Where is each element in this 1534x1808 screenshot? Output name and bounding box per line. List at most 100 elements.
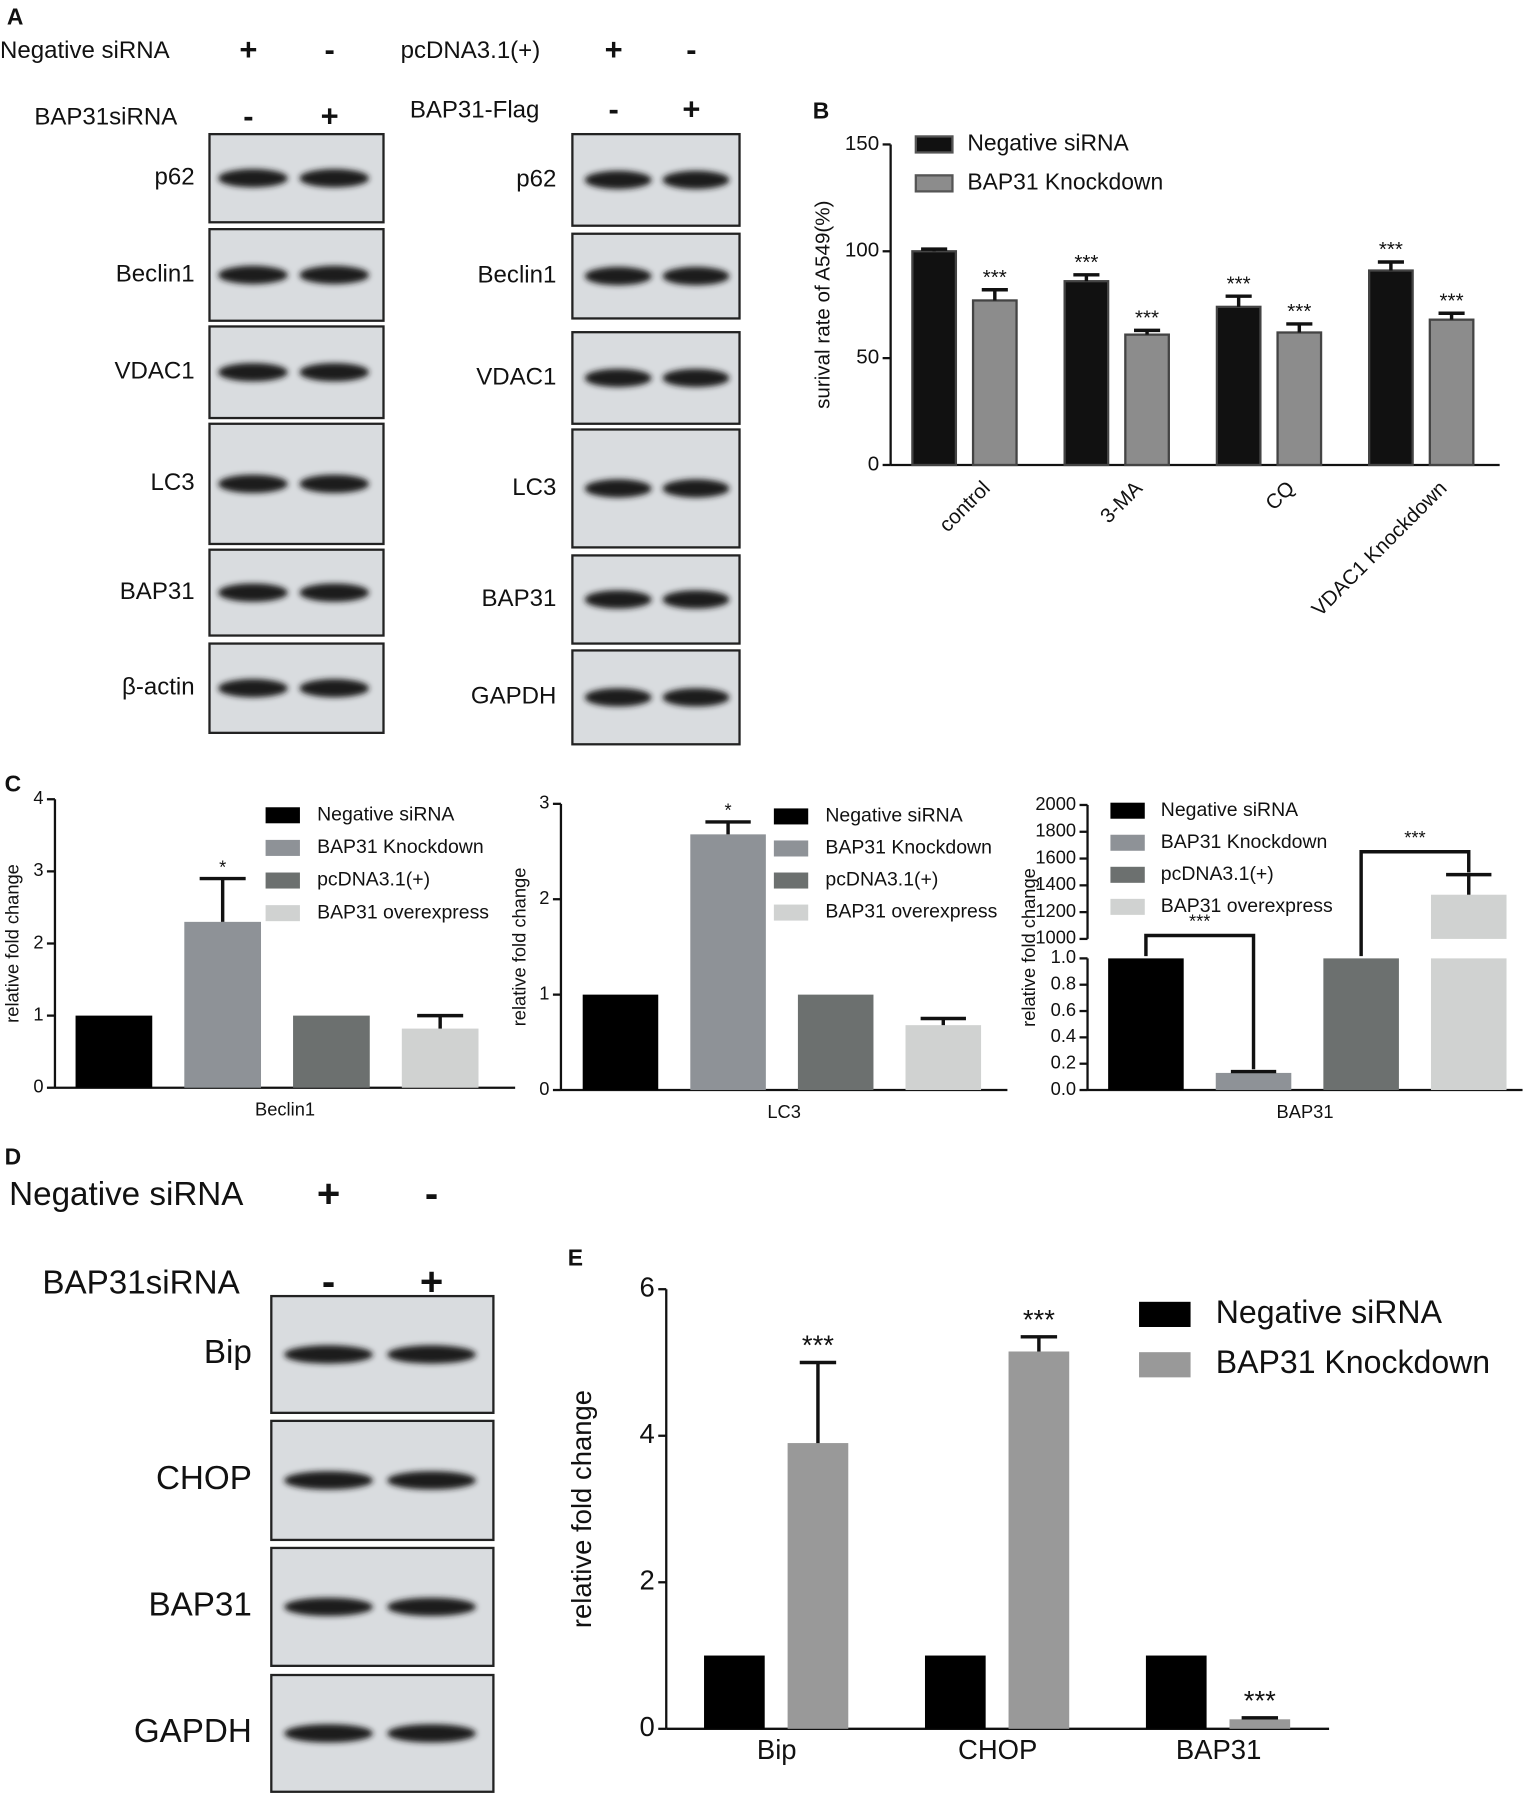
- band-label: p62: [155, 164, 195, 191]
- blot-band: [662, 479, 730, 498]
- bar: [293, 1015, 370, 1088]
- y-tick-label: 1: [539, 982, 549, 1003]
- blot-band: [218, 679, 288, 698]
- legend-swatch: [773, 872, 809, 889]
- y-tick-label: 6: [640, 1271, 655, 1302]
- bar: [971, 299, 1018, 467]
- comparison-label: ***: [1404, 827, 1425, 848]
- y-tick-label: 50: [856, 346, 879, 369]
- blot-band: [299, 169, 370, 188]
- legend-label: BAP31 overexpress: [317, 901, 489, 923]
- significance: ***: [802, 1330, 834, 1361]
- legend-swatch: [1110, 866, 1145, 883]
- bar: [1430, 958, 1507, 1091]
- legend-label: BAP31 overexpress: [825, 901, 997, 923]
- comparison-bracket: [1359, 850, 1471, 957]
- condition-mark: +: [605, 32, 623, 67]
- y-tick-label: 4: [640, 1418, 655, 1449]
- blot-band: [299, 679, 370, 698]
- bar: [1229, 1719, 1291, 1729]
- y-tick-label: 1.0: [1051, 946, 1076, 967]
- condition-mark: +: [317, 1172, 340, 1216]
- blot-band: [584, 170, 652, 190]
- bar: [184, 921, 262, 1088]
- band-label: BAP31: [149, 1587, 252, 1624]
- band-label: β-actin: [122, 674, 195, 701]
- legend-label: Negative siRNA: [1161, 799, 1298, 821]
- y-tick-label: 0.2: [1051, 1052, 1076, 1073]
- significance: ***: [1227, 272, 1251, 295]
- bar: [704, 1655, 765, 1729]
- y-tick-label: 0.4: [1051, 1025, 1076, 1046]
- condition-mark: +: [682, 91, 700, 126]
- x-tick-label: control: [935, 477, 995, 537]
- significance: ***: [1135, 306, 1159, 329]
- bar: [690, 834, 766, 1091]
- condition-label: Negative siRNA: [9, 1176, 244, 1213]
- y-tick-label: 1200: [1035, 900, 1076, 921]
- legend-swatch: [773, 904, 809, 921]
- band-label: GAPDH: [134, 1713, 252, 1750]
- panel-letter: D: [5, 1144, 22, 1170]
- bar: [924, 1655, 986, 1729]
- bar: [797, 994, 874, 1091]
- band-label: BAP31: [482, 585, 557, 612]
- bar: [905, 1025, 982, 1091]
- blot-band: [584, 368, 652, 388]
- x-tick-label: BAP31: [1277, 1101, 1334, 1122]
- band-label: CHOP: [156, 1460, 252, 1497]
- band-label: BAP31: [120, 578, 195, 605]
- condition-label: BAP31siRNA: [34, 103, 177, 130]
- legend-swatch: [914, 174, 954, 193]
- blot-band: [218, 265, 288, 285]
- y-tick-label: 0: [539, 1078, 549, 1099]
- y-tick-label: 1600: [1035, 846, 1076, 867]
- bar: [1215, 305, 1262, 467]
- y-tick-label: 2: [640, 1565, 655, 1596]
- legend-swatch: [1110, 898, 1145, 915]
- legend-swatch: [265, 905, 300, 922]
- x-tick-label: CHOP: [958, 1734, 1037, 1765]
- x-tick-label: VDAC1 Knockdown: [1307, 477, 1451, 621]
- x-tick-label: Beclin1: [255, 1098, 315, 1119]
- panel-letter: C: [5, 771, 22, 797]
- bar: [911, 250, 958, 467]
- blot-band: [218, 169, 288, 188]
- legend-swatch: [1110, 802, 1145, 819]
- comparison-bracket: [1144, 933, 1256, 1070]
- legend-swatch: [265, 839, 300, 856]
- significance: ***: [1379, 238, 1403, 261]
- legend-label: BAP31 Knockdown: [1161, 831, 1328, 853]
- blot-band: [584, 590, 652, 609]
- legend-label: pcDNA3.1(+): [825, 869, 938, 891]
- significance: ***: [983, 266, 1007, 289]
- band-label: Beclin1: [116, 260, 195, 287]
- y-tick-label: 0: [640, 1711, 655, 1742]
- band-label: GAPDH: [471, 683, 556, 710]
- y-tick-label: 1: [33, 1003, 43, 1024]
- condition-mark: -: [243, 98, 253, 133]
- blot-band: [387, 1345, 476, 1364]
- legend-swatch: [914, 135, 954, 154]
- legend-label: Negative siRNA: [317, 803, 454, 825]
- blot-band: [662, 266, 730, 286]
- y-tick-label: 2000: [1035, 793, 1076, 814]
- condition-label: Negative siRNA: [0, 37, 170, 64]
- condition-mark: +: [321, 98, 339, 133]
- bar: [1430, 894, 1507, 939]
- bar: [787, 1443, 849, 1729]
- condition-mark: +: [239, 32, 257, 67]
- bar: [1063, 280, 1110, 467]
- legend-label: Negative siRNA: [967, 129, 1129, 155]
- y-tick-label: 2: [33, 931, 43, 952]
- x-tick-label: BAP31: [1176, 1734, 1262, 1765]
- y-axis-label: relative fold change: [566, 1390, 597, 1628]
- significance: ***: [1074, 251, 1098, 274]
- blot-band: [662, 368, 730, 388]
- y-tick-label: 4: [33, 787, 43, 808]
- panel-letter: A: [7, 4, 24, 30]
- legend-label: Negative siRNA: [825, 805, 962, 827]
- bar: [1276, 331, 1323, 467]
- condition-mark: -: [425, 1172, 438, 1216]
- blot-band: [299, 265, 370, 285]
